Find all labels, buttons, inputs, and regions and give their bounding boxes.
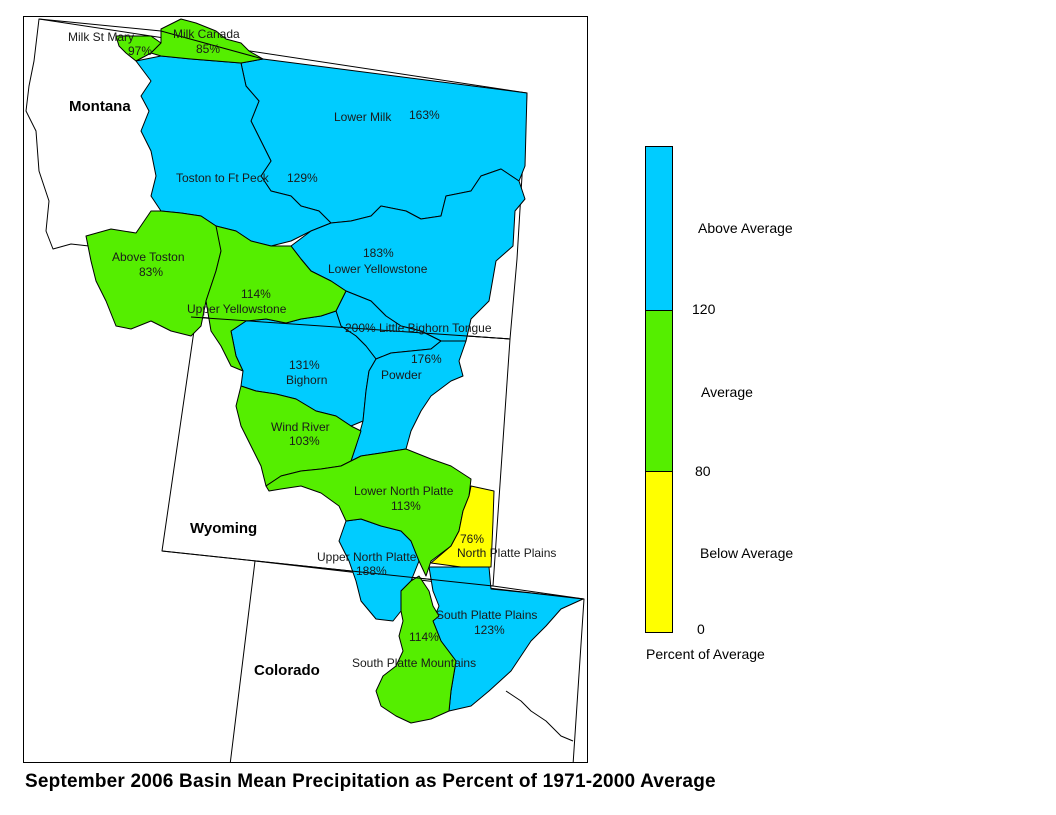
basin-label-little-bighorn-tongue: Little Bighorn Tongue — [379, 321, 492, 335]
legend-label-below: Below Average — [700, 545, 794, 561]
basin-milk-st-mary[interactable] — [115, 35, 162, 62]
basin-label-south-platte-mountains: South Platte Mountains — [352, 656, 476, 670]
basin-label-toston-ft-peck: Toston to Ft Peck — [176, 171, 270, 185]
legend-band-above — [646, 147, 672, 310]
basin-label-powder: Powder — [381, 368, 422, 382]
basin-north-platte-plains[interactable] — [430, 485, 495, 568]
basin-south-platte-plains[interactable] — [428, 566, 584, 712]
basin-value-lower-yellowstone: 183% — [363, 246, 394, 260]
basin-label-milk-st-mary: Milk St Mary — [68, 30, 134, 44]
state-label-montana: Montana — [69, 98, 131, 115]
legend-label-average: Average — [701, 384, 753, 400]
basin-value-milk-canada: 85% — [196, 42, 220, 56]
basin-value-south-platte-mountains: 114% — [409, 630, 439, 644]
legend-caption: Percent of Average — [646, 646, 765, 662]
state-label-wyoming: Wyoming — [190, 520, 257, 537]
basin-label-lower-milk: Lower Milk — [334, 110, 392, 124]
basin-label-milk-canada: Milk Canada — [173, 27, 240, 41]
legend-label-above: Above Average — [698, 220, 793, 236]
basin-label-upper-north-platte: Upper North Platte — [317, 550, 417, 564]
canada-border-line — [38, 18, 264, 60]
basin-label-north-platte-plains: North Platte Plains — [457, 546, 556, 560]
basin-label-wind-river: Wind River — [271, 420, 330, 434]
basin-value-above-toston: 83% — [139, 265, 163, 279]
east-border-line — [492, 585, 585, 600]
basin-south-platte-mountains[interactable] — [375, 575, 457, 724]
legend-tick-0: 0 — [697, 621, 705, 637]
legend-band-below — [646, 472, 672, 632]
basin-upper-yellowstone[interactable] — [205, 225, 347, 372]
basin-milk-canada[interactable] — [150, 18, 264, 64]
basin-value-south-platte-plains: 123% — [474, 623, 505, 637]
basin-lower-north-platte[interactable] — [265, 448, 472, 577]
legend-color-bar — [645, 146, 673, 633]
basin-value-upper-yellowstone: 114% — [241, 287, 271, 301]
legend-tick-120: 120 — [692, 301, 716, 317]
state-border-wy-co — [161, 550, 494, 587]
basin-powder[interactable] — [350, 340, 467, 462]
basin-value-little-bighorn-tongue: 200% — [345, 321, 376, 335]
basin-label-lower-yellowstone: Lower Yellowstone — [328, 262, 428, 276]
map-frame: Montana Wyoming Colorado Milk St Mary 97… — [23, 16, 588, 763]
state-border-mt-wy — [190, 316, 511, 340]
basin-value-lower-north-platte: 113% — [391, 499, 421, 513]
basin-value-bighorn: 131% — [289, 358, 320, 372]
basin-label-above-toston: Above Toston — [112, 250, 185, 264]
basin-value-toston-ft-peck: 129% — [287, 171, 318, 185]
basin-label-upper-yellowstone: Upper Yellowstone — [187, 302, 287, 316]
basin-value-north-platte-plains: 76% — [460, 532, 484, 546]
basin-label-lower-north-platte: Lower North Platte — [354, 484, 454, 498]
basin-toston-ft-peck[interactable] — [135, 55, 332, 247]
basin-value-milk-st-mary: 97% — [128, 44, 152, 58]
basin-label-bighorn: Bighorn — [286, 373, 327, 387]
basin-map: Montana Wyoming Colorado Milk St Mary 97… — [25, 18, 585, 762]
map-title: September 2006 Basin Mean Precipitation … — [25, 771, 716, 792]
legend-band-average — [646, 310, 672, 472]
basin-value-powder: 176% — [411, 352, 442, 366]
basin-value-wind-river: 103% — [289, 434, 320, 448]
state-label-colorado: Colorado — [254, 662, 320, 679]
legend-tick-80: 80 — [695, 463, 711, 479]
basin-label-south-platte-plains: South Platte Plains — [436, 608, 537, 622]
basin-value-lower-milk: 163% — [409, 108, 440, 122]
basin-value-upper-north-platte: 188% — [356, 564, 387, 578]
colorado-east-detail — [505, 690, 574, 742]
